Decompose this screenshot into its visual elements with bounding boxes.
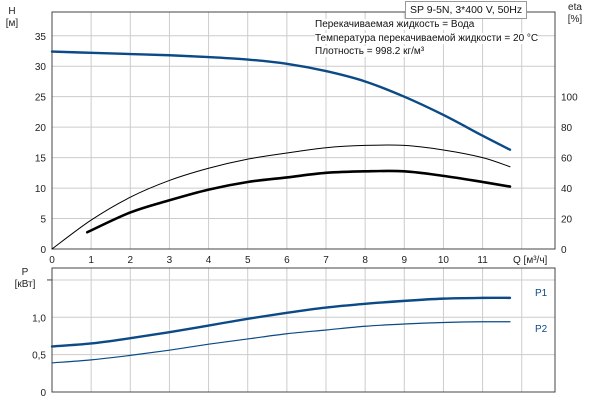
p-tick-label: 0,5 [32,351,46,362]
x-tick-label: 5 [245,255,251,266]
x-tick-label: 3 [167,255,173,266]
x-tick-label: 7 [323,255,329,266]
y-tick-label: 30 [35,62,47,73]
y-axis-unit: [м] [6,18,19,29]
x-tick-label: 0 [49,255,55,266]
top-frame [51,11,556,250]
efficiency-curve [85,169,512,234]
p-tick-label: 0 [40,388,46,399]
x-tick-label: 6 [284,255,290,266]
info-line-3: Плотность = 998.2 кг/м³ [315,46,425,57]
model-label: SP 9-5N, 3*400 V, 50Hz [405,1,528,19]
info-line-1: Перекачиваемая жидкость = Вода [315,19,475,30]
y2-tick-label: 60 [561,154,573,165]
x-tick-label: 10 [438,255,450,266]
power-legend-p2: P2 [535,324,548,335]
y2-tick-label: 80 [561,123,573,134]
info-line-2: Температура перекачиваемой жидкости = 20… [315,33,539,44]
x-tick-label: 9 [402,255,408,266]
y2-tick-label: 100 [561,93,578,104]
y-axis-label: H [8,6,15,17]
power-curve-p2 [51,321,511,364]
y-tick-label: 10 [35,184,47,195]
p-axis-label: P [22,267,29,278]
head-curve [50,50,512,151]
y-tick-label: 5 [40,215,46,226]
x-axis-label: Q [м³/ч] [513,255,548,266]
y2-axis-unit: [%] [568,14,583,25]
y-tick-label: 20 [35,123,47,134]
power-curve-p1 [50,296,512,348]
y2-axis-label: eta [568,2,582,13]
y-tick-label: 15 [35,154,47,165]
y-tick-label: 0 [40,245,46,256]
power-legend-p1: P1 [535,288,548,299]
efficiency-curve [51,144,511,250]
x-tick-label: 1 [88,255,94,266]
p-axis-unit: [кВт] [15,279,36,290]
y2-tick-label: 40 [561,184,573,195]
x-tick-label: 4 [206,255,212,266]
y2-tick-label: 20 [561,215,573,226]
bottom-frame [51,267,556,393]
y2-tick-label: 0 [561,245,567,256]
p-tick-label: 1,0 [32,313,46,324]
x-tick-label: 8 [362,255,368,266]
y-tick-label: 25 [35,93,47,104]
x-tick-label: 2 [128,255,134,266]
y-tick-label: 35 [35,32,47,43]
x-tick-label: 11 [477,255,488,266]
